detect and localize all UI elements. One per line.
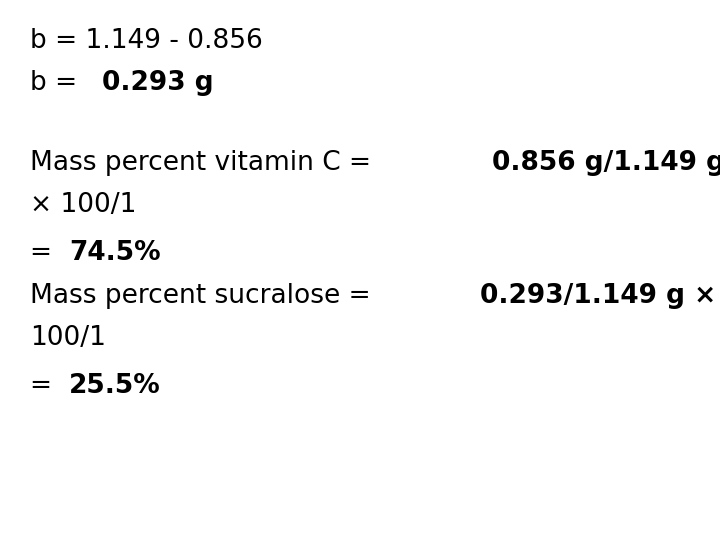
Text: b =: b =	[30, 70, 86, 96]
Text: Mass percent sucralose =: Mass percent sucralose =	[30, 283, 379, 309]
Text: Mass percent vitamin C =: Mass percent vitamin C =	[30, 150, 388, 176]
Text: =: =	[30, 373, 60, 399]
Text: 0.293/1.149 g ×: 0.293/1.149 g ×	[480, 283, 716, 309]
Text: =: =	[30, 240, 60, 266]
Text: 25.5%: 25.5%	[69, 373, 161, 399]
Text: 100/1: 100/1	[30, 325, 106, 351]
Text: 0.856 g/1.149 g: 0.856 g/1.149 g	[492, 150, 720, 176]
Text: 0.293 g: 0.293 g	[102, 70, 213, 96]
Text: 74.5%: 74.5%	[69, 240, 161, 266]
Text: b = 1.149 - 0.856: b = 1.149 - 0.856	[30, 28, 263, 54]
Text: × 100/1: × 100/1	[30, 192, 136, 218]
